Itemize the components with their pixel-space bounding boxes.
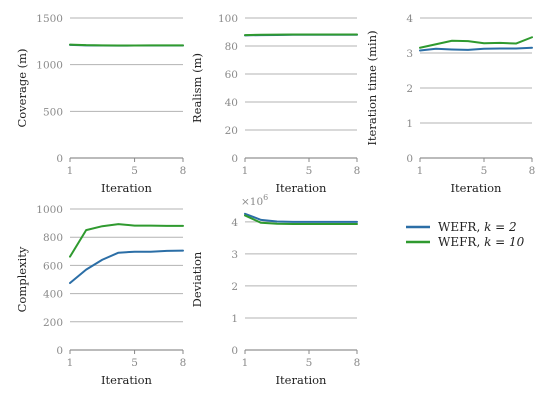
deviation-y-tick-label: 3 [231,249,238,261]
iteration-time-y-tick-label: 3 [406,48,413,60]
coverage-x-tick-label: 5 [131,165,138,177]
deviation-y-tick-label: 4 [231,217,238,229]
realism-x-tick-label: 8 [354,165,361,177]
iteration-time-x-axis-label: Iteration [451,181,503,195]
iteration-time-series-k10-line [419,36,533,49]
deviation-x-tick-label: 8 [354,357,361,369]
iteration-time-y-tick-label: 4 [406,13,413,25]
complexity-y-tick-label: 1000 [36,204,63,216]
coverage-x-tick-label: 8 [180,165,187,177]
realism-y-tick-label: 100 [218,13,238,25]
deviation-y-tick-label: 1 [231,313,238,325]
panel-coverage: 0 500 1000 1500 1 5 8 Iteration Coverage (m) [15,13,186,195]
realism-y-tick-label: 60 [225,69,238,81]
complexity-x-tick-label: 1 [67,357,74,369]
deviation-series-k10-line [244,214,358,226]
realism-x-tick-label: 1 [242,165,249,177]
deviation-y-tick-label: 2 [231,281,238,293]
complexity-y-tick-label: 400 [43,289,63,301]
panel-realism: 0 20 40 60 80 100 1 5 8 Iteration Realism (m) [190,13,360,195]
complexity-x-tick-label: 5 [131,357,138,369]
deviation-x-tick-label: 5 [306,357,313,369]
complexity-y-tick-label: 200 [43,317,63,329]
iteration-time-x-tick-label: 1 [417,165,424,177]
complexity-x-axis-label: Iteration [101,373,153,387]
complexity-y-tick-label: 0 [56,345,63,357]
coverage-y-tick-label: 1500 [36,13,63,25]
realism-series-k10-line [244,33,358,37]
deviation-y-axis-label: Deviation [190,251,204,307]
coverage-y-tick-label: 500 [43,106,63,118]
iteration-time-x-tick-label: 8 [529,165,536,177]
realism-y-tick-label: 20 [225,125,238,137]
legend-label-k10: WEFR, k = 10 [438,235,525,249]
realism-y-tick-label: 0 [231,153,238,165]
complexity-series-k10-line [69,223,184,258]
coverage-series-k10-line [69,43,184,47]
legend-label-k2: WEFR, k = 2 [438,220,517,234]
coverage-x-axis-label: Iteration [101,181,153,195]
deviation-x-axis-label: Iteration [276,373,328,387]
realism-y-tick-label: 80 [225,41,238,53]
complexity-y-tick-label: 800 [43,232,63,244]
iteration-time-y-tick-label: 0 [406,153,413,165]
coverage-x-tick-label: 1 [67,165,74,177]
coverage-y-axis-label: Coverage (m) [15,48,29,127]
complexity-x-tick-label: 8 [180,357,187,369]
complexity-series-k2-line [69,249,184,285]
panel-complexity: 0 200 400 600 800 1000 1 5 8 Iteration Complexity [15,204,186,387]
complexity-y-axis-label: Complexity [15,246,29,312]
realism-x-tick-label: 5 [306,165,313,177]
complexity-y-tick-label: 600 [43,260,63,272]
legend: WEFR, k = 2 WEFR, k = 10 [406,220,525,249]
deviation-series-k2-line [244,212,358,223]
realism-y-tick-label: 40 [225,97,238,109]
iteration-time-series-k2-line [419,46,533,52]
deviation-y-tick-label: 0 [231,345,238,357]
deviation-x-tick-label: 1 [242,357,249,369]
deviation-y-scale-multiplier: ×106 [241,193,268,208]
realism-x-axis-label: Iteration [276,181,328,195]
realism-y-axis-label: Realism (m) [190,53,204,123]
iteration-time-y-tick-label: 2 [406,83,413,95]
iteration-time-x-tick-label: 5 [481,165,488,177]
coverage-y-tick-label: 0 [56,153,63,165]
iteration-time-y-axis-label: Iteration time (min) [365,30,379,145]
iteration-time-y-tick-label: 1 [406,118,413,130]
coverage-y-tick-label: 1000 [36,60,63,72]
